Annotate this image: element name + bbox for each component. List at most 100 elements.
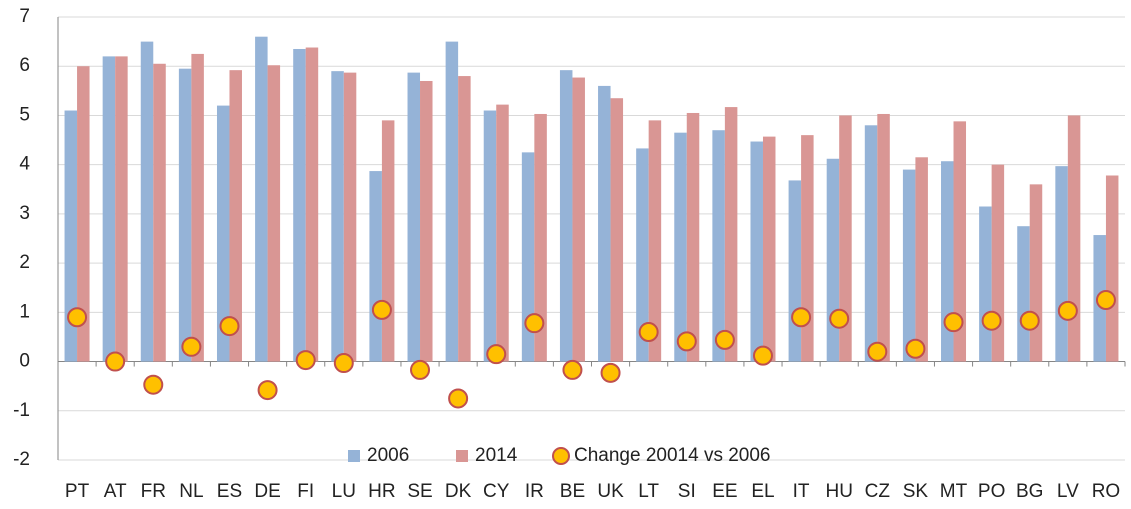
change-dot <box>905 338 926 359</box>
bar <box>496 104 509 362</box>
bar <box>788 180 802 362</box>
bar <box>153 63 166 362</box>
bar <box>902 169 916 362</box>
bar <box>369 171 382 362</box>
bar <box>801 135 814 362</box>
legend-marker <box>552 447 570 465</box>
x-tick-label: LT <box>638 481 659 502</box>
y-tick-label: 0 <box>19 351 30 372</box>
change-dot <box>1057 300 1078 321</box>
y-tick-label: 5 <box>19 104 30 125</box>
x-tick-label: CY <box>483 481 510 502</box>
bar <box>877 113 890 362</box>
bar <box>1067 115 1081 362</box>
bar <box>724 107 738 362</box>
bar <box>941 161 954 362</box>
change-dot <box>143 374 164 395</box>
change-dot <box>676 331 697 352</box>
bar <box>255 36 268 362</box>
x-tick-label: RO <box>1092 481 1121 502</box>
bar <box>483 110 497 362</box>
bar <box>229 70 242 362</box>
change-dot <box>829 308 850 329</box>
change-dot <box>181 336 202 357</box>
bar <box>915 157 928 362</box>
change-dot <box>410 359 431 380</box>
bar <box>191 53 204 362</box>
bar <box>1055 166 1068 362</box>
change-dot <box>295 350 316 371</box>
bar <box>458 76 471 362</box>
y-tick-label: 4 <box>19 154 30 175</box>
x-tick-label: PT <box>65 481 90 502</box>
bar <box>343 72 357 362</box>
bar <box>991 164 1005 362</box>
legend-label: Change 20014 vs 2006 <box>574 445 771 466</box>
bar <box>267 65 281 362</box>
y-tick-label: -2 <box>13 449 30 470</box>
bar <box>77 66 90 362</box>
y-tick-label: 3 <box>19 203 30 224</box>
y-tick-label: 2 <box>19 252 30 273</box>
bar <box>572 77 585 362</box>
change-dot <box>600 362 621 383</box>
bar <box>178 68 192 362</box>
bar <box>826 158 840 362</box>
change-dot <box>67 307 88 328</box>
change-dot <box>638 322 659 343</box>
bar <box>839 115 852 362</box>
y-tick-label: -1 <box>13 400 30 421</box>
bar <box>686 112 700 362</box>
legend-label: 2014 <box>475 445 518 466</box>
change-dot <box>486 344 507 365</box>
bar <box>293 48 306 362</box>
legend-label: 2006 <box>367 445 409 466</box>
bar <box>559 70 573 362</box>
change-dot <box>257 380 278 401</box>
bar <box>331 71 344 362</box>
x-tick-label: DK <box>445 481 472 502</box>
bar <box>381 120 395 362</box>
y-tick-label: 6 <box>19 55 30 76</box>
change-dot <box>1019 310 1040 331</box>
bar <box>762 136 776 362</box>
change-dot <box>714 329 735 350</box>
bar <box>521 152 535 362</box>
bar <box>636 148 649 362</box>
x-tick-label: HR <box>368 481 395 502</box>
x-tick-label: UK <box>597 481 624 502</box>
x-tick-label: IT <box>793 481 810 502</box>
bar <box>1105 175 1119 362</box>
x-tick-label: FI <box>297 481 314 502</box>
x-tick-label: DE <box>254 481 280 502</box>
x-tick-label: SI <box>678 481 696 502</box>
x-tick-label: MT <box>940 481 968 502</box>
bar <box>1017 226 1030 362</box>
bar <box>305 47 319 362</box>
bar <box>216 105 230 362</box>
bar <box>674 132 687 362</box>
y-tick-label: 1 <box>19 301 30 322</box>
x-tick-label: ES <box>217 481 242 502</box>
bar <box>407 72 421 362</box>
change-dot <box>981 310 1002 331</box>
x-tick-label: EL <box>751 481 774 502</box>
bar <box>115 56 128 362</box>
x-tick-label: HU <box>825 481 852 502</box>
change-dot <box>448 388 469 409</box>
bar <box>648 120 662 362</box>
x-tick-label: EE <box>712 481 737 502</box>
change-dot <box>219 316 240 337</box>
legend-marker <box>456 450 468 462</box>
y-tick-label: 7 <box>19 6 30 27</box>
bar <box>750 141 763 362</box>
bar <box>712 130 725 362</box>
change-dot <box>371 299 392 320</box>
change-dot <box>105 351 126 372</box>
bar <box>64 110 78 362</box>
x-tick-label: CZ <box>865 481 891 502</box>
x-tick-label: BG <box>1016 481 1043 502</box>
bar <box>140 41 154 362</box>
change-dot <box>791 307 812 328</box>
